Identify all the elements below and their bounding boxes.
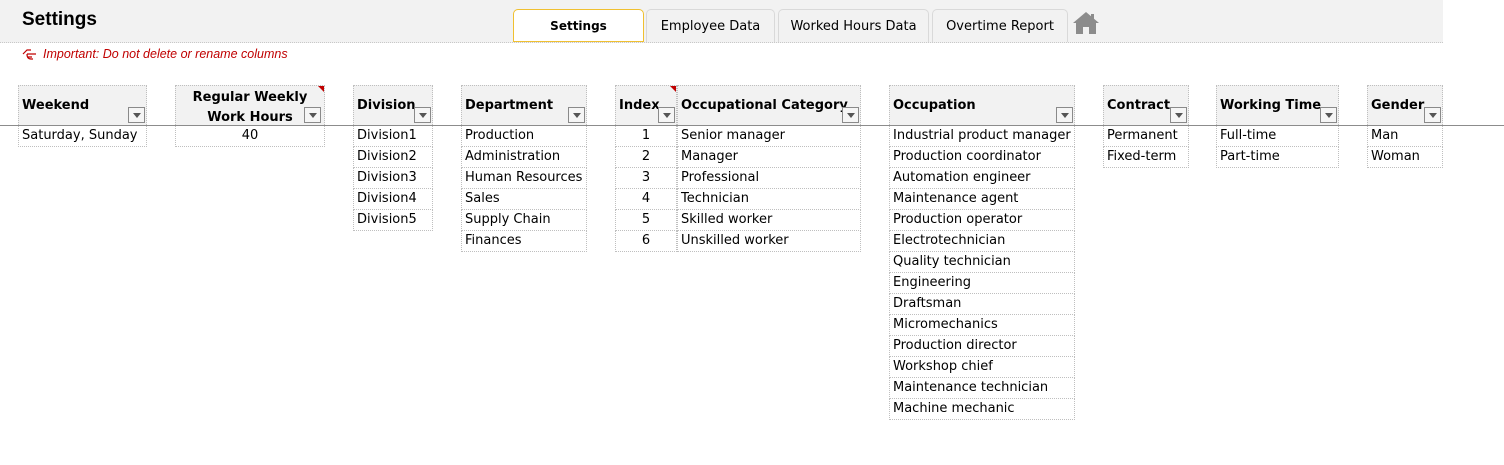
division-cell[interactable]: Division4: [353, 189, 433, 210]
page-title: Settings: [22, 9, 97, 30]
occupation-cell[interactable]: Electrotechnician: [889, 231, 1075, 252]
occupational-category-header: Occupational Category: [677, 85, 861, 125]
tab-worked-hours-data[interactable]: Worked Hours Data: [778, 9, 929, 42]
comment-indicator[interactable]: [670, 86, 676, 92]
weekend-filter-dropdown[interactable]: [128, 107, 145, 123]
index-cell[interactable]: 3: [615, 168, 677, 189]
index-filter-dropdown[interactable]: [658, 107, 675, 123]
occupational-category-cell[interactable]: Unskilled worker: [677, 231, 861, 252]
department-cell[interactable]: Finances: [461, 231, 587, 252]
contract-cell[interactable]: Permanent: [1103, 126, 1189, 147]
department-cell[interactable]: Administration: [461, 147, 587, 168]
weekly-hours-header: Regular Weekly Work Hours: [175, 85, 325, 125]
index-cell[interactable]: 6: [615, 231, 677, 252]
division-cell[interactable]: Division2: [353, 147, 433, 168]
weekly-hours-header-label: Regular Weekly Work Hours: [176, 88, 324, 128]
department-cell[interactable]: Sales: [461, 189, 587, 210]
department-cell[interactable]: Human Resources: [461, 168, 587, 189]
occupational-category-filter-dropdown[interactable]: [842, 107, 859, 123]
occupation-cell[interactable]: Automation engineer: [889, 168, 1075, 189]
working-time-header-label: Working Time: [1220, 98, 1322, 113]
comment-indicator[interactable]: [318, 86, 324, 92]
occupation-cell[interactable]: Machine mechanic: [889, 399, 1075, 420]
index-cell[interactable]: 2: [615, 147, 677, 168]
occupational-category-cell[interactable]: Skilled worker: [677, 210, 861, 231]
tab-settings[interactable]: Settings: [513, 9, 644, 42]
index-header-label: Index: [619, 98, 660, 113]
gender-cell[interactable]: Woman: [1367, 147, 1443, 168]
occupation-filter-dropdown[interactable]: [1056, 107, 1073, 123]
pointing-hand-icon: [22, 48, 38, 60]
occupation-cell[interactable]: Industrial product manager: [889, 126, 1075, 147]
weekly-hours-filter-dropdown[interactable]: [304, 107, 321, 123]
occupation-cell[interactable]: Maintenance agent: [889, 189, 1075, 210]
occupation-cell[interactable]: Production coordinator: [889, 147, 1075, 168]
header-divider: [0, 125, 1504, 126]
division-cell[interactable]: Division3: [353, 168, 433, 189]
occupation-cell[interactable]: Production operator: [889, 210, 1075, 231]
index-cell[interactable]: 1: [615, 126, 677, 147]
working-time-header: Working Time: [1216, 85, 1339, 125]
tab-employee-data[interactable]: Employee Data: [646, 9, 775, 42]
occupation-cell[interactable]: Production director: [889, 336, 1075, 357]
department-cell[interactable]: Supply Chain: [461, 210, 587, 231]
division-cell[interactable]: Division5: [353, 210, 433, 231]
occupational-category-cell[interactable]: Technician: [677, 189, 861, 210]
occupation-header: Occupation: [889, 85, 1075, 125]
tab-overtime-report[interactable]: Overtime Report: [932, 9, 1068, 42]
gender-header: Gender: [1367, 85, 1443, 125]
weekly-hours-header-line2: Work Hours: [207, 110, 293, 125]
index-header: Index: [615, 85, 677, 125]
department-filter-dropdown[interactable]: [568, 107, 585, 123]
occupation-header-label: Occupation: [893, 98, 976, 113]
contract-cell[interactable]: Fixed-term: [1103, 147, 1189, 168]
division-header-label: Division: [357, 98, 416, 113]
occupational-category-cell[interactable]: Professional: [677, 168, 861, 189]
gender-filter-dropdown[interactable]: [1424, 107, 1441, 123]
occupation-cell[interactable]: Quality technician: [889, 252, 1075, 273]
division-cell[interactable]: Division1: [353, 126, 433, 147]
department-header-label: Department: [465, 98, 554, 113]
division-header: Division: [353, 85, 433, 125]
contract-header: Contract: [1103, 85, 1189, 125]
top-bar: Settings Settings Employee Data Worked H…: [0, 0, 1443, 43]
weekend-header-label: Weekend: [22, 98, 90, 113]
occupation-cell[interactable]: Micromechanics: [889, 315, 1075, 336]
weekend-cell[interactable]: Saturday, Sunday: [18, 126, 147, 147]
occupation-cell[interactable]: Engineering: [889, 273, 1075, 294]
index-cell[interactable]: 4: [615, 189, 677, 210]
occupational-category-header-label: Occupational Category: [681, 98, 848, 113]
department-header: Department: [461, 85, 587, 125]
weekend-header: Weekend: [18, 85, 147, 125]
occupation-cell[interactable]: Draftsman: [889, 294, 1075, 315]
division-filter-dropdown[interactable]: [414, 107, 431, 123]
home-icon[interactable]: [1071, 10, 1101, 36]
working-time-filter-dropdown[interactable]: [1320, 107, 1337, 123]
occupation-cell[interactable]: Maintenance technician: [889, 378, 1075, 399]
weekly-hours-cell[interactable]: 40: [175, 126, 325, 147]
working-time-cell[interactable]: Full-time: [1216, 126, 1339, 147]
working-time-cell[interactable]: Part-time: [1216, 147, 1339, 168]
occupation-cell[interactable]: Workshop chief: [889, 357, 1075, 378]
department-cell[interactable]: Production: [461, 126, 587, 147]
contract-header-label: Contract: [1107, 98, 1171, 113]
occupational-category-cell[interactable]: Manager: [677, 147, 861, 168]
important-note: Important: Do not delete or rename colum…: [22, 47, 288, 61]
gender-cell[interactable]: Man: [1367, 126, 1443, 147]
contract-filter-dropdown[interactable]: [1170, 107, 1187, 123]
weekly-hours-header-line1: Regular Weekly: [192, 90, 308, 105]
occupational-category-cell[interactable]: Senior manager: [677, 126, 861, 147]
gender-header-label: Gender: [1371, 98, 1425, 113]
note-text: Important: Do not delete or rename colum…: [43, 47, 288, 61]
index-cell[interactable]: 5: [615, 210, 677, 231]
